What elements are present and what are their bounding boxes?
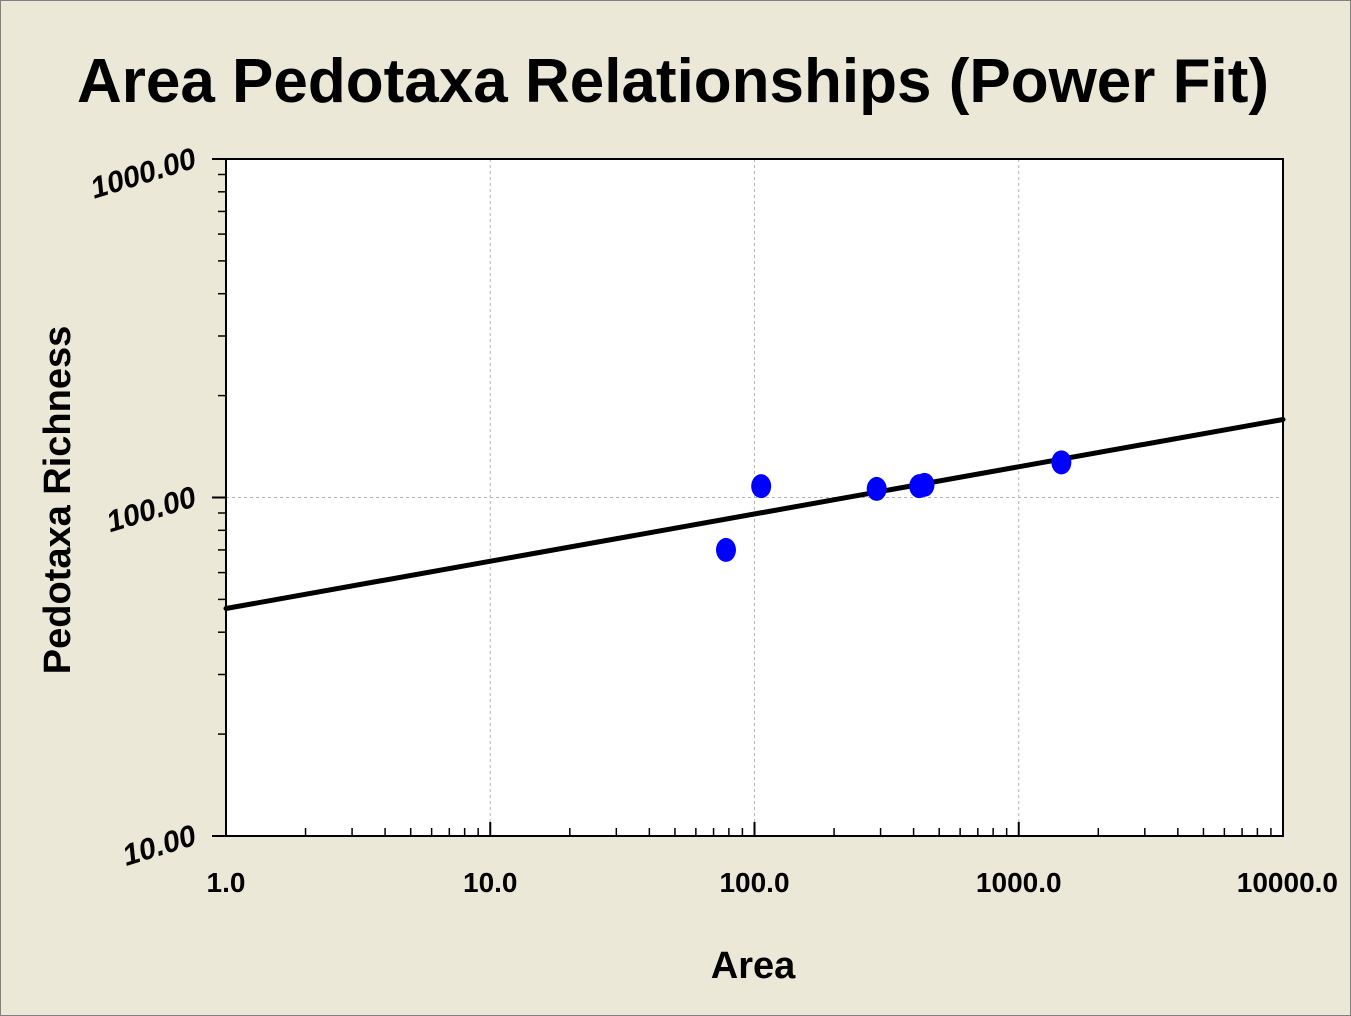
fit-layer xyxy=(223,416,1286,611)
ticks-layer xyxy=(212,158,1284,837)
power-fit-line xyxy=(223,416,1286,611)
x-tick-label: 1.0 xyxy=(207,867,246,898)
x-tick-label: 10000.0 xyxy=(1237,867,1338,898)
x-tick-label: 1000.0 xyxy=(976,867,1062,898)
points-layer xyxy=(715,450,1072,562)
y-tick-label: 100.00 xyxy=(103,481,201,539)
grid-layer xyxy=(226,159,1283,836)
x-tick-label: 100.0 xyxy=(719,867,789,898)
data-point xyxy=(914,472,935,497)
data-point xyxy=(715,537,736,562)
chart-title: Area Pedotaxa Relationships (Power Fit) xyxy=(77,47,1269,116)
y-tick-label: 10.00 xyxy=(119,819,201,873)
x-axis-title: Area xyxy=(711,945,796,987)
data-point xyxy=(751,474,772,499)
y-axis-title: Pedotaxa Richness xyxy=(37,326,79,674)
data-point xyxy=(866,476,887,501)
data-point xyxy=(1051,450,1072,475)
x-tick-label: 10.0 xyxy=(463,867,518,898)
y-tick-label: 1000.00 xyxy=(87,142,201,205)
